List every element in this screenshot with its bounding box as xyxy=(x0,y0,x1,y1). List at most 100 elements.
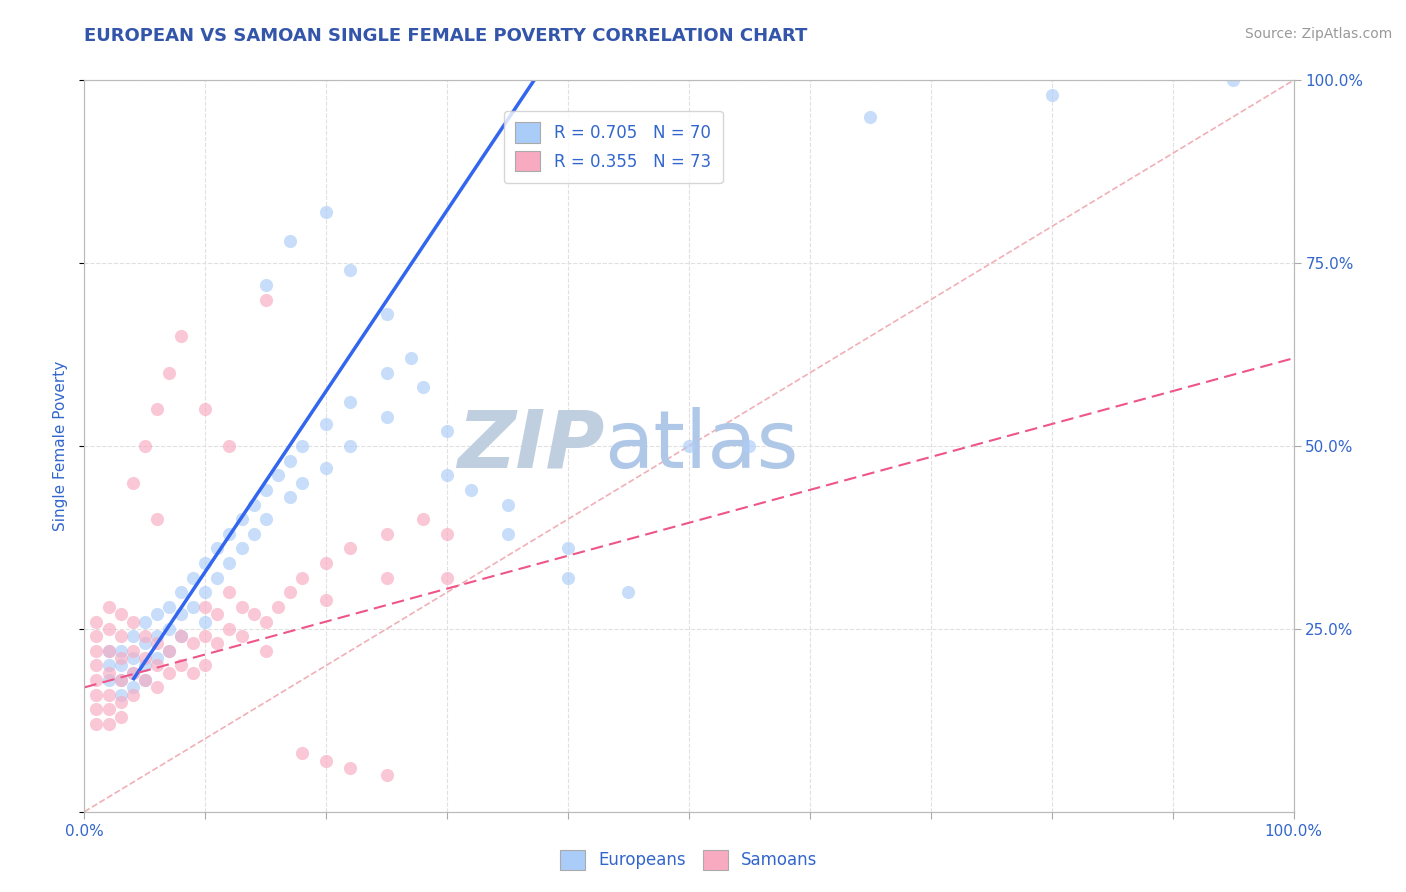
Point xyxy=(557,541,579,556)
Point xyxy=(146,681,169,695)
Legend: Europeans, Samoans: Europeans, Samoans xyxy=(554,843,824,877)
Point xyxy=(291,746,314,760)
Point xyxy=(339,761,361,775)
Point xyxy=(339,395,361,409)
Point xyxy=(436,468,458,483)
Point xyxy=(278,585,301,599)
Point xyxy=(375,366,398,380)
Point xyxy=(207,607,229,622)
Point xyxy=(218,622,240,636)
Point xyxy=(315,592,337,607)
Point xyxy=(97,688,120,702)
Point xyxy=(110,607,132,622)
Point xyxy=(207,571,229,585)
Point xyxy=(207,541,229,556)
Point xyxy=(86,658,108,673)
Point xyxy=(375,409,398,424)
Point xyxy=(181,599,204,614)
Point xyxy=(278,453,301,467)
Point xyxy=(460,483,482,497)
Point xyxy=(496,498,519,512)
Point xyxy=(436,526,458,541)
Point xyxy=(315,556,337,570)
Point xyxy=(254,644,277,658)
Point xyxy=(339,263,361,277)
Point xyxy=(134,636,156,650)
Point xyxy=(315,461,337,475)
Point xyxy=(97,665,120,680)
Point xyxy=(170,658,193,673)
Point xyxy=(242,498,264,512)
Point xyxy=(134,439,156,453)
Point xyxy=(134,615,156,629)
Point xyxy=(231,512,253,526)
Point xyxy=(194,402,217,417)
Text: Source: ZipAtlas.com: Source: ZipAtlas.com xyxy=(1244,27,1392,41)
Point xyxy=(218,439,240,453)
Point xyxy=(121,665,143,680)
Point xyxy=(375,526,398,541)
Point xyxy=(496,526,519,541)
Point xyxy=(121,681,143,695)
Point xyxy=(134,673,156,687)
Point xyxy=(146,658,169,673)
Point xyxy=(375,307,398,321)
Point xyxy=(110,695,132,709)
Point xyxy=(375,571,398,585)
Point xyxy=(97,644,120,658)
Point xyxy=(242,607,264,622)
Point xyxy=(194,629,217,643)
Point xyxy=(315,205,337,219)
Point xyxy=(194,615,217,629)
Point xyxy=(315,417,337,431)
Point xyxy=(412,512,434,526)
Point xyxy=(231,599,253,614)
Point xyxy=(738,439,761,453)
Point xyxy=(146,512,169,526)
Point xyxy=(436,571,458,585)
Point xyxy=(110,629,132,643)
Point xyxy=(1222,73,1244,87)
Point xyxy=(86,629,108,643)
Point xyxy=(146,651,169,665)
Point xyxy=(134,651,156,665)
Point xyxy=(557,571,579,585)
Point xyxy=(121,615,143,629)
Point xyxy=(86,702,108,716)
Point xyxy=(242,526,264,541)
Point xyxy=(181,571,204,585)
Point xyxy=(86,615,108,629)
Point xyxy=(110,658,132,673)
Point xyxy=(97,658,120,673)
Point xyxy=(278,490,301,504)
Text: EUROPEAN VS SAMOAN SINGLE FEMALE POVERTY CORRELATION CHART: EUROPEAN VS SAMOAN SINGLE FEMALE POVERTY… xyxy=(84,27,807,45)
Point xyxy=(678,439,700,453)
Point xyxy=(399,351,422,366)
Point xyxy=(181,636,204,650)
Point xyxy=(157,622,180,636)
Point xyxy=(121,688,143,702)
Point xyxy=(315,754,337,768)
Point xyxy=(278,234,301,248)
Point xyxy=(194,585,217,599)
Point xyxy=(97,622,120,636)
Point xyxy=(617,585,640,599)
Point xyxy=(121,629,143,643)
Point xyxy=(110,651,132,665)
Point xyxy=(254,278,277,293)
Point xyxy=(97,599,120,614)
Point xyxy=(97,717,120,731)
Point xyxy=(170,329,193,343)
Text: ZIP: ZIP xyxy=(457,407,605,485)
Point xyxy=(291,439,314,453)
Point xyxy=(170,629,193,643)
Point xyxy=(157,665,180,680)
Point xyxy=(291,475,314,490)
Point xyxy=(121,651,143,665)
Point xyxy=(157,599,180,614)
Point xyxy=(267,468,290,483)
Point xyxy=(1040,87,1063,102)
Point xyxy=(157,644,180,658)
Point xyxy=(146,402,169,417)
Point xyxy=(86,717,108,731)
